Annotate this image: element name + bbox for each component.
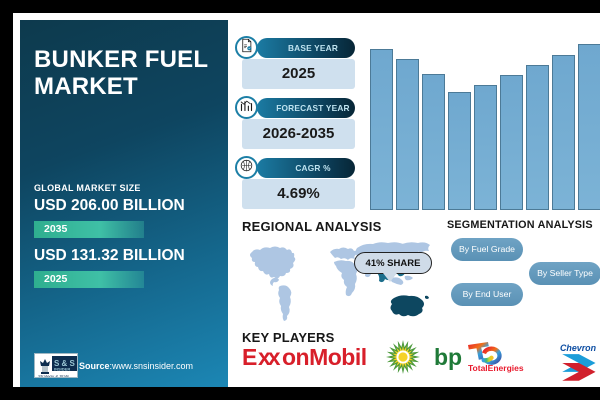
svg-text:Chevron: Chevron [560, 343, 597, 353]
svg-text:onMobil: onMobil [282, 344, 367, 370]
svg-text:bp: bp [434, 344, 462, 370]
svg-text:TotalEnergies: TotalEnergies [468, 363, 524, 373]
svg-text:xx: xx [258, 344, 281, 370]
svg-text:E: E [242, 344, 257, 370]
svg-text:INSIDER: INSIDER [54, 367, 70, 372]
svg-text:Strategy & Stats: Strategy & Stats [38, 374, 70, 378]
